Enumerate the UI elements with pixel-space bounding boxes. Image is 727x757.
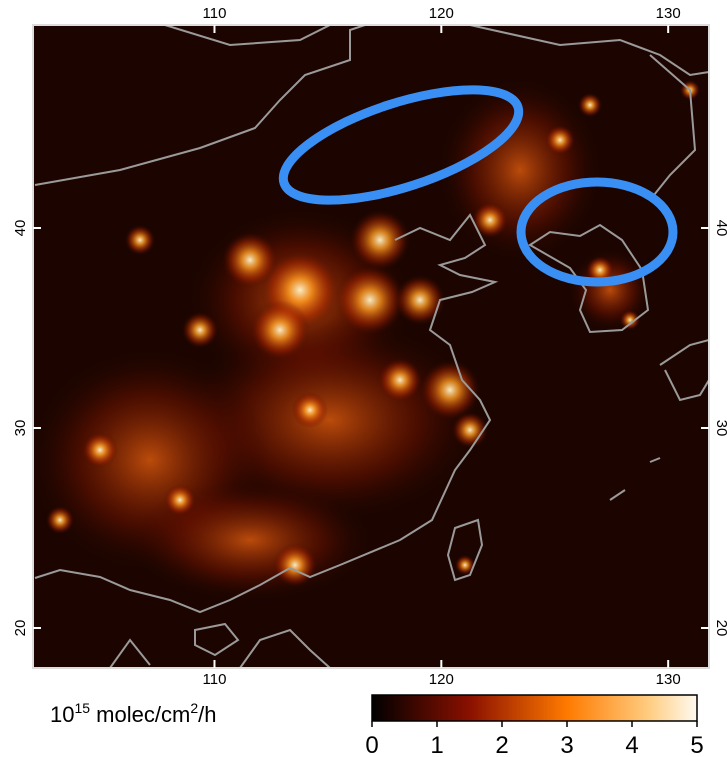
colorbar-unit: 1015 molec/cm2/h — [50, 700, 216, 727]
x-tick-label-top: 110 — [203, 5, 227, 22]
map-field — [30, 25, 709, 668]
unit-base: 10 — [50, 702, 74, 727]
colorbar — [372, 695, 697, 721]
y-tick-label-right: 20 — [713, 620, 727, 637]
unit-text: molec/cm — [90, 702, 190, 727]
colorbar-tick-label: 0 — [365, 732, 378, 757]
x-tick-label-bottom: 130 — [656, 671, 681, 688]
unit-exponent: 15 — [74, 700, 90, 716]
colorbar-tick-label: 1 — [430, 732, 443, 757]
colorbar-tick-label: 2 — [495, 732, 508, 757]
y-tick-label-left: 30 — [12, 420, 29, 437]
x-tick-label-bottom: 110 — [203, 671, 227, 688]
colorbar-tick-label: 4 — [625, 732, 638, 757]
y-tick-label-right: 30 — [713, 420, 727, 437]
x-tick-label-bottom: 120 — [429, 671, 454, 688]
y-tick-label-left: 20 — [12, 620, 29, 637]
map-figure: 110 110 120 120 130 130 20 20 30 30 40 40 0 1 2 3 4 5 101… — [0, 0, 727, 757]
y-tick-label-right: 40 — [713, 220, 727, 237]
unit-tail: /h — [198, 702, 216, 727]
y-tick-label-left: 40 — [12, 220, 29, 237]
unit-area-exponent: 2 — [190, 700, 198, 716]
colorbar-tick-label: 5 — [690, 732, 703, 757]
colorbar-tick-label: 3 — [560, 732, 573, 757]
x-tick-label-top: 120 — [429, 5, 454, 22]
x-tick-label-top: 130 — [656, 5, 681, 22]
